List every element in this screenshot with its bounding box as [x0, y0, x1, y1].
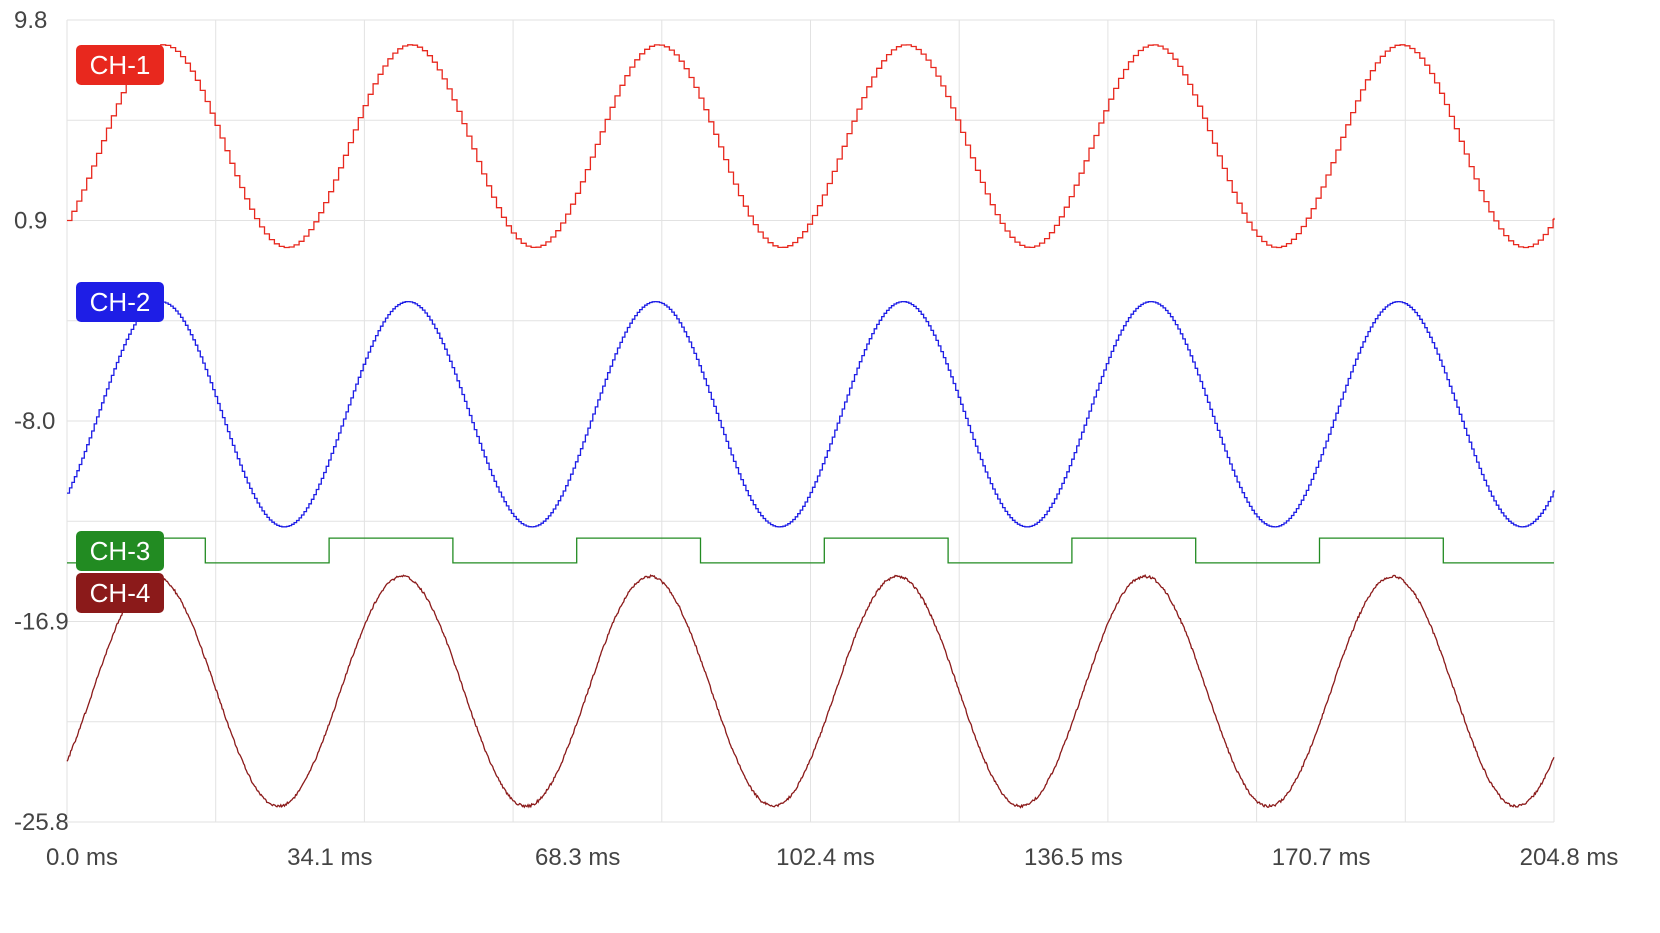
channel-label-text: CH-3	[90, 536, 151, 566]
channel-label-text: CH-1	[90, 50, 151, 80]
x-tick-label: 170.7 ms	[1272, 844, 1371, 871]
x-tick-label: 0.0 ms	[46, 844, 118, 871]
channel-label-ch-2[interactable]: CH-2	[76, 282, 164, 322]
trace-ch-3	[67, 537, 1554, 564]
y-tick-label: -16.9	[14, 609, 69, 636]
x-axis-ticks: 0.0 ms 34.1 ms 68.3 ms 102.4 ms 136.5 ms 170.…	[46, 844, 1618, 871]
y-axis-ticks: 9.8 0.9 -8.0 -16.9 -25.8	[14, 7, 69, 836]
channel-label-text: CH-2	[90, 287, 151, 317]
y-tick-label: 9.8	[14, 7, 47, 34]
channel-label-background	[76, 45, 164, 85]
y-tick-label: -8.0	[14, 408, 55, 435]
trace-ch-1	[67, 44, 1555, 249]
channel-label-background	[76, 573, 164, 613]
x-tick-label: 68.3 ms	[535, 844, 620, 871]
channel-label-background	[76, 282, 164, 322]
traces	[66, 44, 1555, 809]
grid	[66, 19, 1555, 823]
x-tick-label: 34.1 ms	[287, 844, 372, 871]
x-tick-label: 136.5 ms	[1024, 844, 1123, 871]
y-tick-label: 0.9	[14, 208, 47, 235]
channel-label-ch-4[interactable]: CH-4	[76, 573, 164, 613]
channel-label-ch-1[interactable]: CH-1	[76, 45, 164, 85]
trace-ch-4	[66, 573, 1555, 809]
channel-label-background	[76, 531, 164, 571]
channel-labels: CH-1 CH-2 CH-3 CH-4	[76, 45, 164, 613]
x-tick-label: 204.8 ms	[1520, 844, 1619, 871]
channel-label-text: CH-4	[90, 578, 151, 608]
x-tick-label: 102.4 ms	[776, 844, 875, 871]
trace-ch-2	[67, 300, 1555, 528]
y-tick-label: -25.8	[14, 809, 69, 836]
channel-label-ch-3[interactable]: CH-3	[76, 531, 164, 571]
